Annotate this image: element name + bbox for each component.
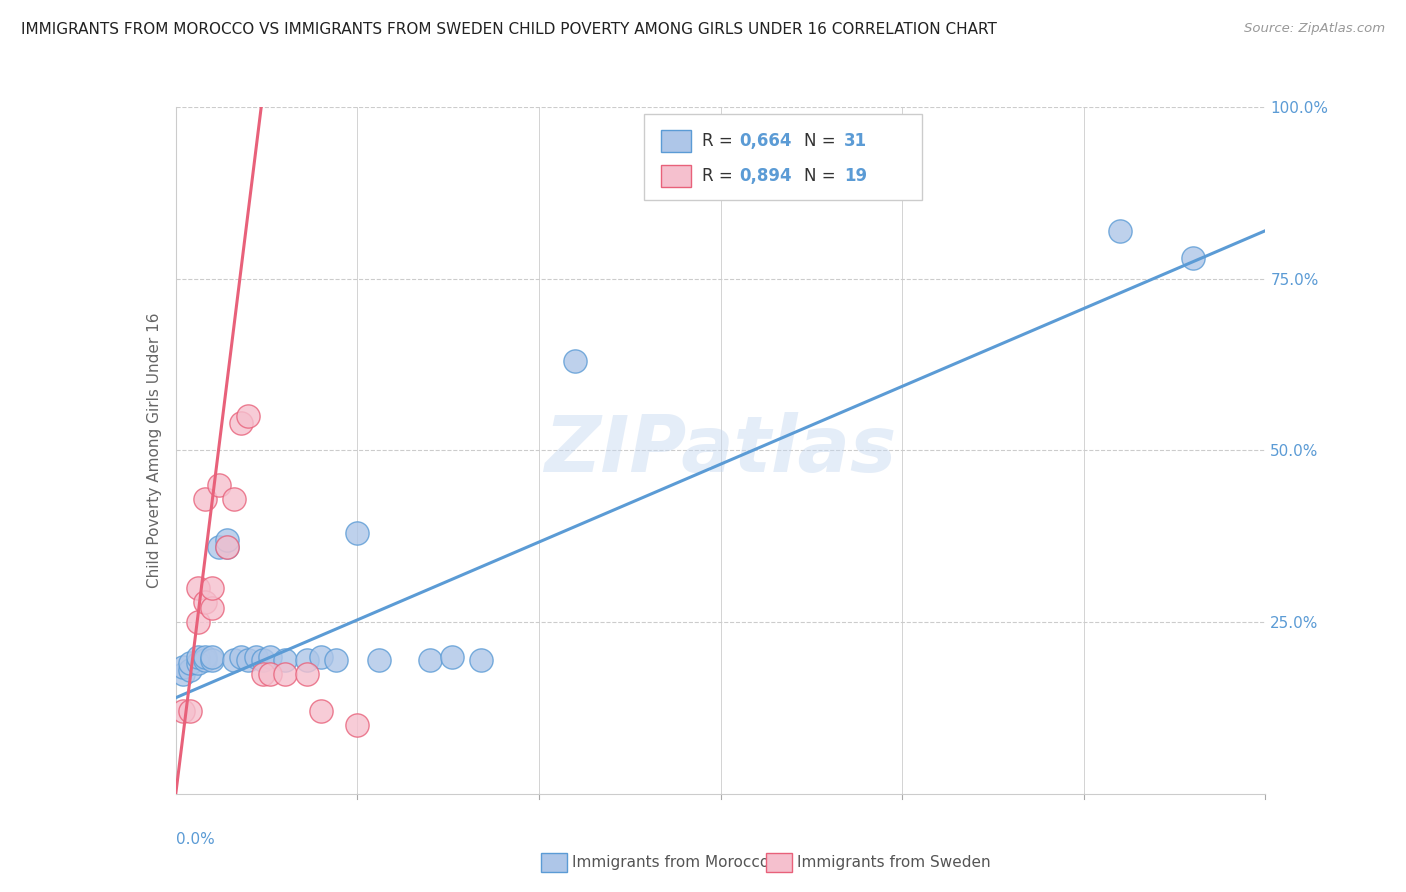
Point [325,653,347,667]
Point [252,653,274,667]
FancyBboxPatch shape [644,114,922,200]
Point [295,653,318,667]
Point [274,653,297,667]
Text: R =: R = [702,167,738,185]
Point [186,657,209,671]
Text: N =: N = [804,132,841,150]
Point [194,594,217,608]
Text: 0.0%: 0.0% [176,831,215,847]
Point [179,657,201,671]
Point [1109,224,1132,238]
Point [368,653,391,667]
Point [201,601,224,615]
Point [186,615,209,630]
Point [194,491,217,506]
Text: 19: 19 [844,167,868,185]
Point [564,354,586,368]
Text: ZIPatlas: ZIPatlas [544,412,897,489]
Point [215,540,238,554]
Point [274,666,297,681]
Text: R =: R = [702,132,738,150]
Point [222,653,245,667]
Text: IMMIGRANTS FROM MOROCCO VS IMMIGRANTS FROM SWEDEN CHILD POVERTY AMONG GIRLS UNDE: IMMIGRANTS FROM MOROCCO VS IMMIGRANTS FR… [21,22,997,37]
Point [1181,251,1204,265]
Point [172,705,194,719]
Point [440,649,463,664]
Point [172,660,194,674]
Text: Immigrants from Morocco: Immigrants from Morocco [572,855,769,870]
Point [208,540,231,554]
Point [194,653,217,667]
Point [215,533,238,547]
Point [215,540,238,554]
Point [201,653,224,667]
Point [208,478,231,492]
Point [259,649,281,664]
Text: 0,894: 0,894 [740,167,792,185]
Point [346,525,368,540]
Point [194,649,217,664]
Point [238,653,260,667]
Point [172,666,194,681]
Point [231,416,253,430]
Point [470,653,492,667]
Point [309,649,332,664]
Text: N =: N = [804,167,841,185]
Point [419,653,441,667]
Point [259,666,281,681]
Point [309,705,332,719]
Point [252,666,274,681]
Point [238,409,260,423]
Point [346,718,368,732]
Point [179,705,201,719]
FancyBboxPatch shape [661,165,692,186]
Point [295,666,318,681]
Text: 31: 31 [844,132,868,150]
Point [222,491,245,506]
Point [186,581,209,595]
Text: Immigrants from Sweden: Immigrants from Sweden [797,855,991,870]
Text: 0,664: 0,664 [740,132,792,150]
FancyBboxPatch shape [661,130,692,152]
Text: Source: ZipAtlas.com: Source: ZipAtlas.com [1244,22,1385,36]
Point [245,649,267,664]
Point [231,649,253,664]
Y-axis label: Child Poverty Among Girls Under 16: Child Poverty Among Girls Under 16 [146,313,162,588]
Point [201,649,224,664]
Point [201,581,224,595]
Point [179,663,201,677]
Point [186,649,209,664]
